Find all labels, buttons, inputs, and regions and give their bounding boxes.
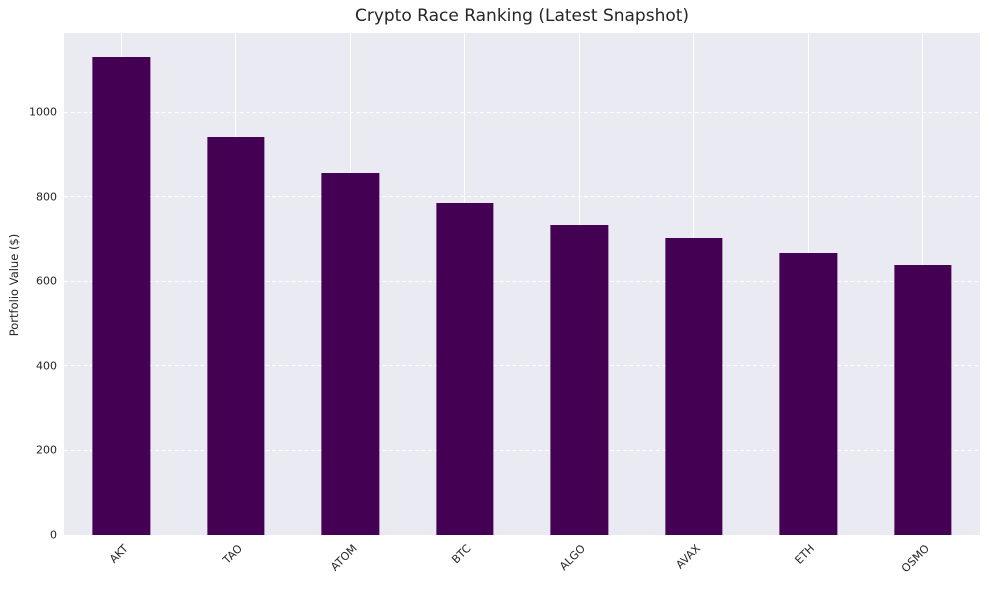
plot-area xyxy=(64,33,980,535)
y-tick-label-400: 400 xyxy=(36,359,57,373)
x-tick-label-algo: ALGO xyxy=(557,542,589,574)
y-tick-label-200: 200 xyxy=(36,443,57,457)
bar-akt xyxy=(92,57,150,535)
y-tick-label-1000: 1000 xyxy=(29,105,57,119)
bar-avax xyxy=(665,238,723,535)
chart-title: Crypto Race Ranking (Latest Snapshot) xyxy=(354,6,690,26)
x-tick-label-btc: BTC xyxy=(449,542,474,567)
y-gridline-800 xyxy=(64,196,980,198)
x-tick-label-eth: ETH xyxy=(792,542,818,567)
bar-osmo xyxy=(894,265,952,535)
x-tick-label-osmo: OSMO xyxy=(898,542,932,576)
bar-tao xyxy=(207,137,265,535)
x-tick-label-avax: AVAX xyxy=(673,542,703,572)
y-gridline-200 xyxy=(64,449,980,452)
y-gridline-400 xyxy=(64,365,980,367)
y-tick-label-0: 0 xyxy=(50,528,57,542)
x-tick-label-akt: AKT xyxy=(106,542,131,566)
y-tick-label-800: 800 xyxy=(36,190,57,204)
bar-btc xyxy=(436,203,494,535)
y-gridline-1000 xyxy=(64,111,980,113)
x-tick-label-tao: TAO xyxy=(220,542,245,567)
bar-algo xyxy=(550,225,608,535)
y-tick-label-600: 600 xyxy=(36,274,57,288)
bar-atom xyxy=(321,173,379,535)
y-gridline-600 xyxy=(64,280,980,282)
x-tick-label-atom: ATOM xyxy=(327,542,360,574)
bar-eth xyxy=(779,253,837,535)
